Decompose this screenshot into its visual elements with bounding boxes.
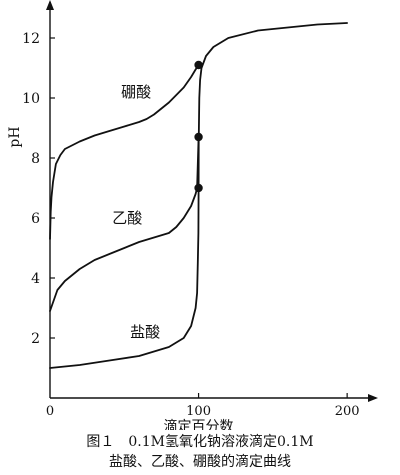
axes: 2 4 6 8 10 12 0 100 200 pH 滴定百分数	[7, 0, 378, 430]
y-tick-label: 2	[31, 331, 40, 347]
equivalence-marker-1	[194, 183, 203, 193]
equivalence-marker-2	[194, 132, 203, 142]
series-line-1	[49, 22, 348, 369]
y-tick-label: 4	[31, 271, 40, 287]
x-axis-label: 滴定百分数	[164, 418, 234, 430]
y-tick-label: 6	[31, 211, 40, 227]
y-axis-label: pH	[7, 126, 23, 147]
x-tick-label: 200	[335, 404, 360, 419]
series-label-2: 乙酸	[112, 209, 142, 227]
y-axis-arrow	[46, 0, 54, 10]
series-line-2	[49, 136, 200, 312]
series-line-3	[49, 64, 200, 240]
y-tick-label: 10	[22, 91, 40, 107]
series-group: 盐酸 乙酸 硼酸	[49, 22, 348, 369]
figure-caption-line-1: 图１ 0.1M氢氧化钠溶液滴定0.1M	[86, 434, 314, 450]
marker-group	[194, 60, 203, 193]
x-tick-label: 100	[186, 404, 211, 419]
equivalence-marker-3	[194, 60, 203, 70]
figure-caption-line-2: 盐酸、乙酸、硼酸的滴定曲线	[109, 454, 291, 470]
series-label-3: 硼酸	[121, 83, 151, 101]
y-tick-label: 8	[31, 151, 40, 167]
series-label-1: 盐酸	[130, 323, 160, 341]
y-tick-label: 12	[22, 31, 40, 47]
titration-chart: 2 4 6 8 10 12 0 100 200 pH 滴定百分数 盐酸 乙酸 硼酸	[7, 0, 378, 430]
x-tick-label: 0	[46, 404, 54, 419]
x-axis-arrow	[368, 394, 378, 402]
